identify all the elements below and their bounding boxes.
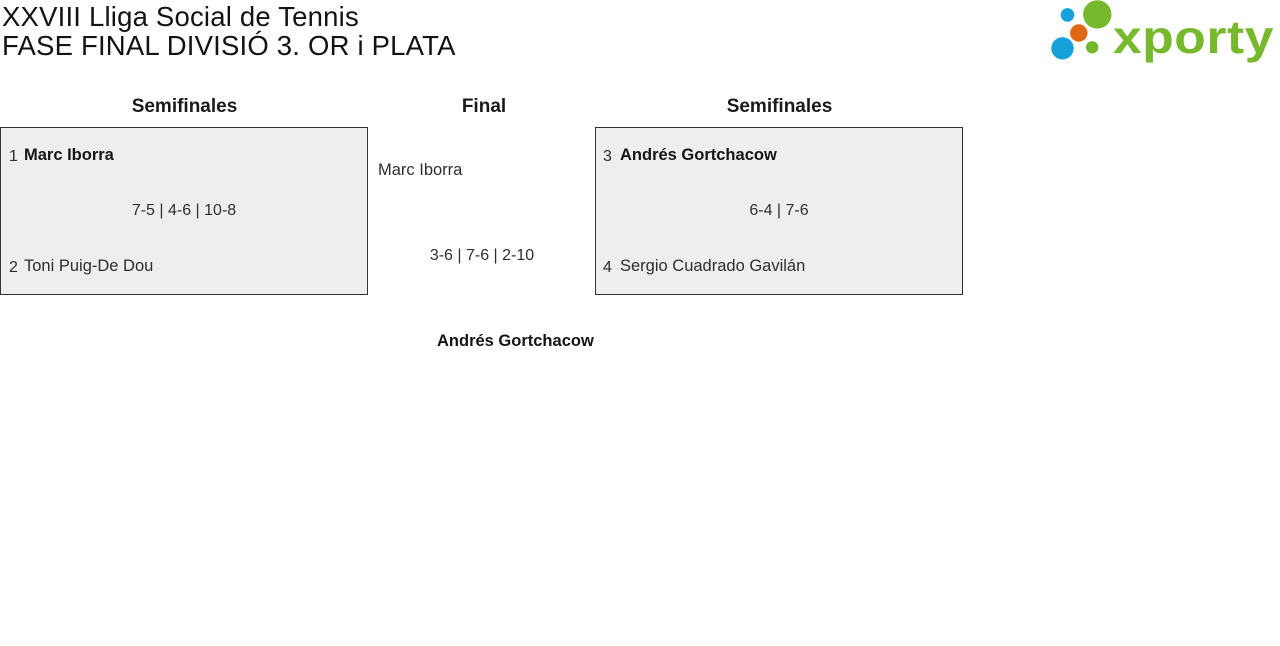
svg-text:xporty: xporty xyxy=(1113,11,1274,63)
